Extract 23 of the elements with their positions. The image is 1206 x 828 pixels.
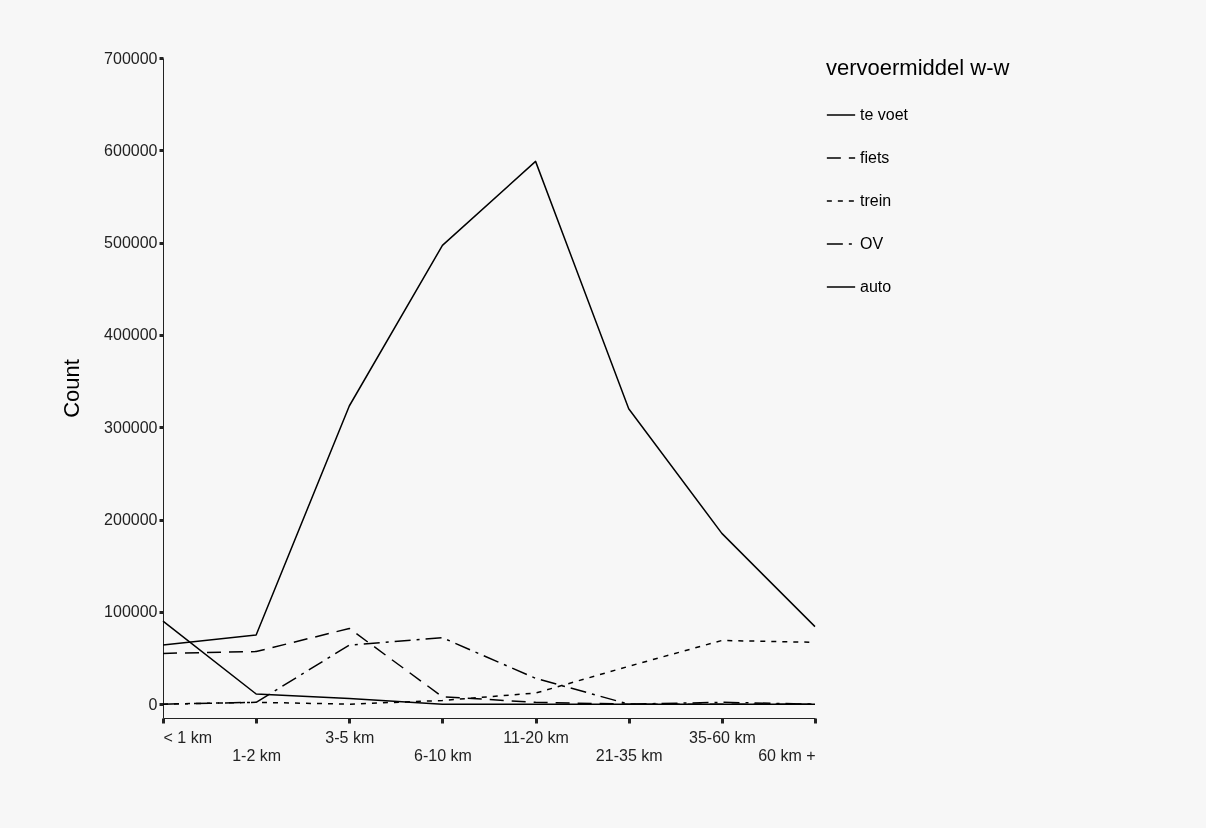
y-tick-label: 500000 <box>104 234 158 252</box>
legend-label: trein <box>860 192 892 209</box>
legend-title: vervoermiddel w-w <box>826 55 1010 80</box>
x-tick-label: < 1 km <box>163 728 212 746</box>
y-tick-label: 200000 <box>104 511 158 529</box>
y-tick-label: 100000 <box>104 603 158 621</box>
legend-label: fiets <box>860 149 890 166</box>
x-tick-label: 1-2 km <box>232 746 282 764</box>
y-tick-label: 600000 <box>104 141 158 159</box>
x-tick-label: 6-10 km <box>414 746 472 764</box>
x-tick-label: 11-20 km <box>503 728 569 746</box>
x-tick-label: 3-5 km <box>325 728 375 746</box>
legend-label: auto <box>860 278 892 295</box>
y-tick-label: 0 <box>148 695 158 713</box>
y-tick-label: 700000 <box>104 49 158 67</box>
x-tick-label: 35-60 km <box>689 728 756 746</box>
legend-label: OV <box>860 235 884 252</box>
y-axis-title: Count <box>59 359 85 418</box>
y-tick-label: 400000 <box>104 326 158 344</box>
x-tick-label: 21-35 km <box>595 746 663 764</box>
x-tick-label: 60 km + <box>758 746 816 764</box>
legend-label: te voet <box>860 106 909 123</box>
y-tick-label: 300000 <box>104 418 158 436</box>
